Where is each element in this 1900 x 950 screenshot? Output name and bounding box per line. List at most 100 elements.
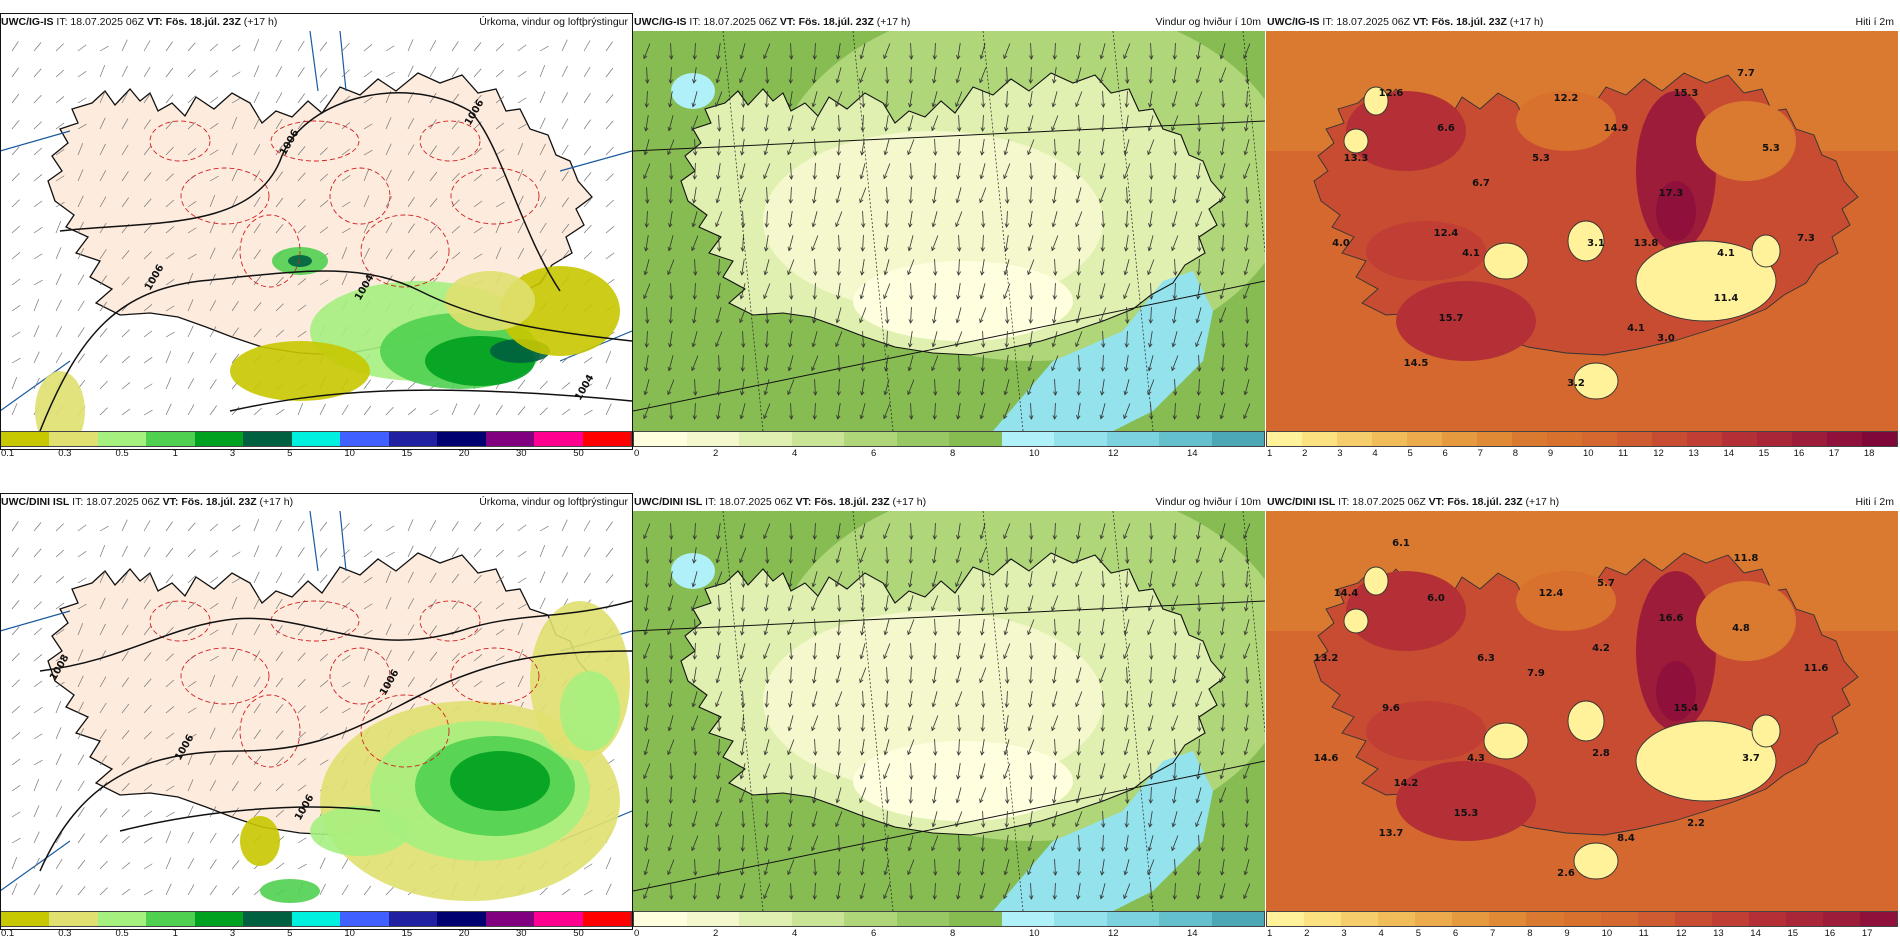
panel-title: Vindur og hviður í 10m [1155,16,1261,28]
wind-arrow [980,859,985,876]
wind-barb [33,121,42,130]
wind-barb [319,279,329,286]
wind-arrow [836,858,842,876]
wind-arrow [1003,523,1011,540]
precip-map[interactable]: 1008 1006 1006 1006 [0,511,632,911]
temperature-map[interactable]: 6.1 11.8 14.4 6.0 12.4 5.7 16.6 4.8 13.2 6.3 4.2 7.… [1266,511,1898,911]
wind-barb [187,404,195,416]
wind-barb [451,146,460,156]
wind-barb [341,201,351,208]
wind-arrow [1076,138,1082,156]
colorbar-tick-label: 15 [1758,448,1770,459]
wind-barb [165,857,172,870]
wind-barb [517,123,527,130]
wind-barb [319,200,329,208]
wind-arrow [1100,139,1105,156]
wind-arrow [1148,282,1154,300]
wind-arrow [908,66,914,84]
wind-arrow [1004,115,1009,132]
colorbar-tick-label: 50 [573,448,584,459]
wind-barb [275,39,282,52]
wind-arrow [884,546,890,564]
wind-barb [297,626,306,636]
temperature-contour [180,647,270,705]
wind-barb [231,45,241,52]
temperature-map[interactable]: 12.6 6.6 12.2 15.3 7.7 13.3 14.9 5.3 5.3 6.7 17.3 1… [1266,31,1898,431]
wind-arrow [932,762,938,780]
wind-arrow [1027,259,1035,276]
grid-border-line [339,31,347,92]
wind-barb [231,649,238,662]
wind-arrow [691,835,699,852]
wind-barb [385,623,392,636]
wind-arrow [1099,67,1107,84]
wind-barb [187,68,196,78]
temperature-value: 15.4 [1674,703,1699,714]
wind-arrow [1148,162,1154,180]
wind-barb [605,226,615,234]
wind-barb [209,123,219,130]
wind-arrow [692,618,698,636]
wind-arrow [1028,786,1034,804]
wind-barb [231,833,240,844]
wind-arrow [764,810,770,828]
colorbar-tick-label: 13 [1713,928,1724,939]
wind-arrow [715,667,722,684]
colorbar-tick-label: 8 [950,448,956,459]
wind-arrow [1196,523,1201,540]
wind-barb [55,885,63,896]
wind-barb [407,39,414,52]
wind-barb [33,778,40,792]
wind-arrow [932,858,938,876]
wind-arrow [691,811,698,828]
temperature-area [1396,761,1536,841]
panel-title: Vindur og hviður í 10m [1155,496,1261,508]
wind-arrow [692,307,697,324]
wind-barb [385,570,392,584]
wind-barb [473,174,483,182]
colorbar-tick-label: 10 [1583,448,1594,459]
init-time: IT: 18.07.2025 06Z [705,496,793,508]
wind-arrow [1195,187,1202,204]
wind-barb [187,858,195,870]
wind-barb [209,247,216,260]
wind-arrow [668,762,674,780]
wind-barb [11,521,19,532]
wind-barb [583,383,593,390]
wind-barb [473,121,482,130]
wind-barb [209,379,217,390]
wind-arrow [668,786,674,804]
precip-map[interactable]: 1006 1006 1006 1004 1004 [0,31,632,431]
wind-arrow [740,859,745,876]
wind-barb [253,275,262,286]
wind-barb [407,144,415,156]
wind-arrow [787,835,794,852]
wind-barb [55,727,62,740]
wind-barb [605,94,614,104]
wind-arrow [908,186,914,204]
wind-barb [385,551,395,558]
wind-barb [121,677,129,688]
wind-arrow [932,882,938,900]
wind-arrow [860,354,866,372]
wind-arrow [908,691,913,708]
map-canvas: 12.66.612.2 15.37.713.314.95.35.36.717.31… [1266,31,1898,431]
wind-arrow [1220,834,1226,852]
temperature-area [1396,281,1536,361]
wind-barb [473,601,482,610]
wind-barb [187,733,197,740]
wind-barb [231,169,238,182]
wind-arrow [907,595,914,612]
wind-arrow [860,234,866,252]
wind-arrow [691,691,698,708]
colorbar-tick-label: 0.3 [58,928,72,939]
wind-barb [77,807,85,818]
wind-barb [385,117,392,130]
wind-arrow [884,690,890,708]
wind-arrow [1147,715,1154,732]
valid-time: Fös. 18.júl. 23Z [814,496,890,508]
wind-map[interactable] [633,31,1265,431]
wind-barb [77,195,84,208]
wind-map[interactable] [633,511,1265,911]
wind-barb [605,403,612,416]
